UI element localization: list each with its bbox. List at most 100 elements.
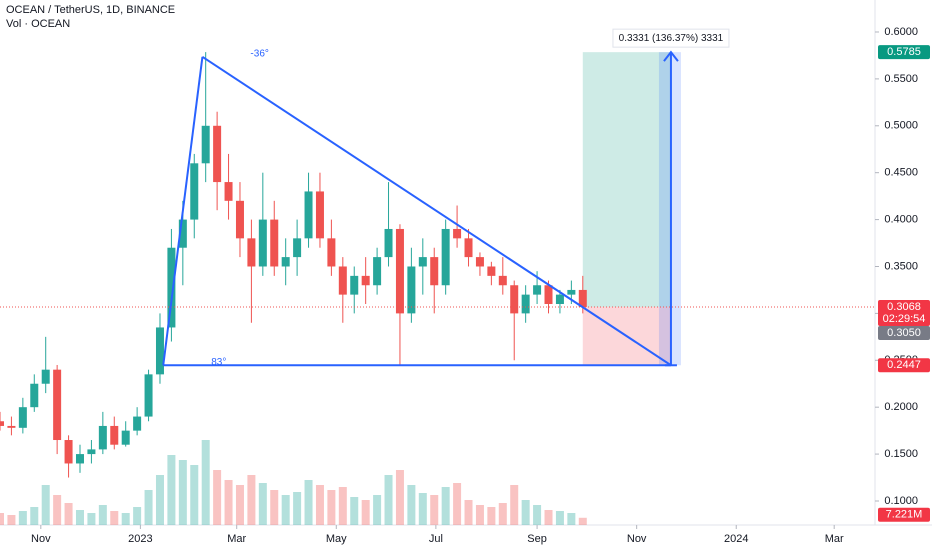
y-tick-label: 0.5000 — [884, 120, 918, 132]
volume-bar — [555, 511, 564, 525]
y-tick-label: 0.2000 — [884, 401, 918, 413]
volume-bar — [0, 513, 4, 525]
candle-body — [395, 228, 404, 314]
candle-body — [384, 228, 393, 258]
volume-bar — [498, 503, 507, 525]
angle-label: -36° — [250, 48, 268, 59]
candle-body — [133, 416, 142, 431]
candle-body — [555, 294, 564, 305]
candle-body — [315, 191, 324, 239]
volume-bar — [464, 500, 473, 525]
candle-body — [87, 449, 96, 455]
candle-body — [41, 369, 50, 384]
volume-title: Vol · OCEAN — [6, 18, 71, 30]
volume-bar — [453, 483, 462, 525]
stop-price: 0.2447 — [887, 359, 921, 371]
y-tick-label: 0.4500 — [884, 167, 918, 179]
volume-bar — [144, 490, 153, 525]
candle-body — [18, 407, 27, 428]
candle-body — [453, 228, 462, 239]
x-tick-label: 2024 — [724, 533, 748, 545]
candle-body — [441, 228, 450, 286]
candle-body — [75, 454, 84, 464]
candle-body — [247, 238, 256, 267]
y-tick-label: 0.1500 — [884, 448, 918, 460]
volume-bar — [544, 510, 553, 525]
candle-body — [418, 257, 427, 267]
candle-body — [430, 257, 439, 286]
volume-bar — [338, 487, 347, 525]
candle-body — [327, 238, 336, 267]
volume-bar — [87, 513, 96, 525]
volume-bar — [384, 475, 393, 525]
candle-body — [533, 285, 542, 295]
x-tick-label: Jul — [429, 533, 443, 545]
trendline — [162, 56, 204, 366]
candle-body — [7, 425, 16, 428]
candle-body — [110, 425, 119, 445]
volume-bar — [213, 470, 222, 525]
candle-body — [521, 294, 530, 314]
last-volume: 7.221M — [886, 509, 923, 521]
candle-body — [213, 125, 222, 183]
candle-body — [121, 430, 130, 445]
y-tick-label: 0.1000 — [884, 495, 918, 507]
x-tick-label: Nov — [627, 533, 647, 545]
volume-bar — [578, 517, 587, 525]
volume-bar — [350, 497, 359, 525]
candle-body — [544, 285, 553, 305]
volume-bar — [258, 483, 267, 525]
last-price-bg — [878, 300, 930, 327]
candle-body — [510, 285, 519, 314]
x-tick-label: Sep — [527, 533, 547, 545]
volume-bar — [247, 475, 256, 525]
candle-body — [0, 421, 4, 426]
candle-body — [64, 440, 73, 464]
volume-bar — [407, 485, 416, 525]
y-tick-label: 0.4000 — [884, 213, 918, 225]
volume-bar — [30, 507, 39, 525]
volume-bar — [533, 505, 542, 525]
candle-body — [498, 275, 507, 286]
x-tick-label: Nov — [31, 533, 51, 545]
candle-body — [464, 238, 473, 258]
candle-body — [190, 163, 199, 220]
candle-body — [373, 257, 382, 286]
x-tick-label: Mar — [825, 533, 844, 545]
volume-bar — [53, 495, 62, 525]
candle-body — [98, 425, 107, 450]
volume-bar — [155, 475, 164, 525]
x-tick-label: Mar — [227, 533, 246, 545]
volume-bar — [224, 480, 233, 525]
candle-body — [567, 289, 576, 295]
candle-body — [53, 369, 62, 441]
volume-bar — [270, 490, 279, 525]
candle-body — [407, 266, 416, 314]
last-volume-bg — [878, 507, 930, 522]
profit-zone — [582, 52, 671, 308]
volume-bar — [315, 485, 324, 525]
arrow-head — [663, 50, 679, 62]
candle-body — [144, 374, 153, 417]
volume-bar — [510, 485, 519, 525]
x-tick-label: May — [326, 533, 347, 545]
candle-body — [235, 200, 244, 239]
volume-bar — [395, 470, 404, 525]
candle-body — [475, 257, 484, 267]
other-price-bg — [878, 326, 930, 341]
candle-body — [258, 219, 267, 267]
volume-bar — [167, 455, 176, 525]
y-tick-label: 0.3500 — [884, 260, 918, 272]
volume-bar — [190, 465, 199, 525]
volume-bar — [521, 500, 530, 525]
volume-bar — [201, 440, 210, 525]
volume-bar — [430, 495, 439, 525]
volume-bar — [475, 505, 484, 525]
volume-bar — [293, 492, 302, 525]
volume-bar — [121, 513, 130, 525]
volume-bar — [7, 515, 16, 525]
volume-bar — [110, 511, 119, 525]
candle-body — [487, 266, 496, 276]
candle-body — [224, 182, 233, 201]
